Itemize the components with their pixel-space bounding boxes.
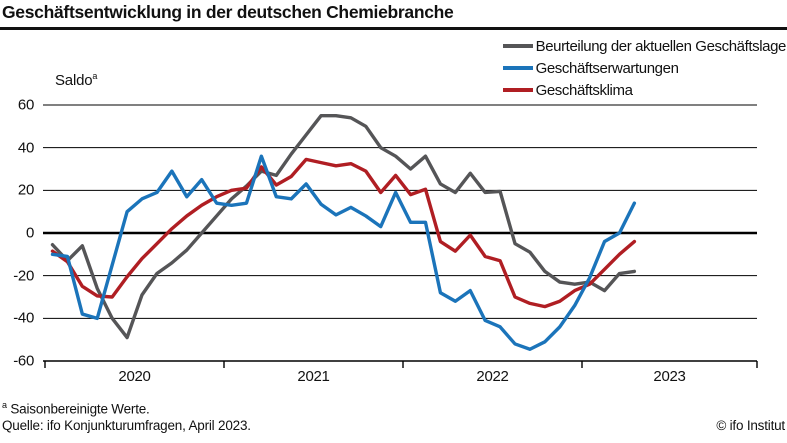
legend-swatch-red-line — [502, 88, 533, 92]
series-line-0 — [50, 113, 637, 340]
legend: Beurteilung der aktuellen Geschäftslage … — [502, 35, 787, 101]
legend-label: Geschäftsklima — [535, 81, 633, 99]
y-tick-label: 40 — [17, 139, 34, 157]
footnote: a Saisonbereinigte Werte. — [2, 400, 150, 417]
legend-item-geschaeftsklima: Geschäftsklima — [502, 79, 786, 101]
y-tick-label: -20 — [13, 267, 34, 285]
legend-swatch-gray-line — [502, 44, 533, 48]
legend-item-geschaeftslage: Beurteilung der aktuellen Geschäftslage — [502, 35, 787, 57]
copyright: © ifo Institut — [716, 418, 785, 433]
y-axis-title: Saldoa — [55, 71, 98, 89]
x-tick-label: 2023 — [653, 368, 686, 385]
y-tick-label: 0 — [25, 224, 34, 242]
title-rule — [0, 27, 787, 30]
x-tick-label: 2020 — [118, 368, 151, 385]
legend-item-geschaeftserwartungen: Geschäftserwartungen — [502, 57, 786, 79]
y-tick-label: -40 — [13, 309, 34, 327]
series-line-2 — [50, 157, 637, 309]
y-tick-label: 20 — [17, 181, 34, 199]
y-tick-label: 60 — [17, 96, 34, 114]
legend-label: Beurteilung der aktuellen Geschäftslage — [535, 37, 787, 55]
x-tick-label: 2021 — [297, 368, 330, 385]
source-line: Quelle: ifo Konjunkturumfragen, April 20… — [2, 418, 251, 433]
legend-label: Geschäftserwartungen — [535, 59, 679, 77]
series-line-1 — [50, 154, 637, 351]
legend-swatch-blue-line — [502, 66, 533, 70]
y-tick-label: -60 — [13, 352, 34, 370]
page-title: Geschäftsentwicklung in der deutschen Ch… — [2, 2, 454, 22]
x-tick-label: 2022 — [476, 368, 509, 385]
